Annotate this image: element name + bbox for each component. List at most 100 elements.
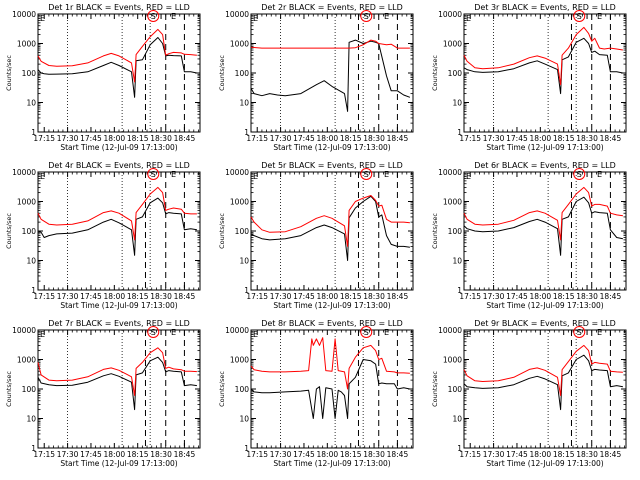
x-tick-label: 17:45 — [506, 450, 528, 459]
x-tick-label: 17:30 — [483, 134, 505, 143]
series-line-events — [37, 356, 197, 411]
x-tick-label: 18:00 — [317, 292, 339, 301]
x-tick-label: 17:15 — [246, 292, 268, 301]
panel-5: Det 5r BLACK = Events, RED = LLD 1 10 100 10… — [218, 161, 414, 310]
x-axis-label: Start Time (12-Jul-09 17:13:00) — [60, 301, 177, 310]
x-tick-label: 18:15 — [127, 134, 149, 143]
plot-frame — [463, 13, 627, 133]
corner-annotation: E — [253, 330, 258, 339]
x-tick-label: 17:15 — [459, 134, 481, 143]
panel-4: Det 4r BLACK = Events, RED = LLD 1 10 100 10… — [5, 161, 201, 310]
marker-label: S — [151, 12, 156, 21]
panel-8: Det 8r BLACK = Events, RED = LLD 1 10 100 10… — [218, 319, 414, 468]
x-tick-label: 18:15 — [553, 292, 575, 301]
x-tick-label: 17:30 — [270, 450, 292, 459]
y-tick-label: 10000 — [12, 326, 36, 335]
x-tick-label: 18:00 — [530, 292, 552, 301]
x-tick-label: 17:45 — [293, 134, 315, 143]
panel-title: Det 6r BLACK = Events, RED = LLD — [474, 161, 616, 170]
y-axis-label: Counts/sec — [218, 371, 226, 407]
x-tick-label: 17:45 — [80, 292, 102, 301]
series-line-events — [463, 196, 623, 256]
series-line-events — [250, 195, 410, 261]
x-tick-label: 18:00 — [104, 450, 126, 459]
y-tick-label: 10000 — [225, 326, 249, 335]
marker-label: S — [151, 328, 156, 337]
marker-label: S — [364, 12, 369, 21]
marker-circle — [360, 168, 373, 180]
corner-annotation: E — [466, 14, 471, 23]
x-tick-label: 18:15 — [553, 450, 575, 459]
panel-9: Det 9r BLACK = Events, RED = LLD 1 10 100 10… — [431, 319, 627, 468]
x-tick-label: 18:30 — [576, 450, 598, 459]
corner-annotation: E — [40, 14, 45, 23]
corner-annotation: E — [253, 172, 258, 181]
series-line-lld — [463, 344, 623, 396]
y-tick-label: 1 — [31, 128, 36, 137]
y-axis-label: Counts/sec — [5, 55, 13, 91]
marker-circle — [573, 168, 586, 180]
marker-circle — [360, 326, 373, 338]
y-tick-label: 100 — [235, 69, 250, 78]
panel-title: Det 8r BLACK = Events, RED = LLD — [261, 319, 403, 328]
panel-title: Det 3r BLACK = Events, RED = LLD — [474, 3, 616, 12]
panel-title: Det 9r BLACK = Events, RED = LLD — [474, 319, 616, 328]
marker-label: E — [384, 12, 389, 21]
marker-label: E — [597, 12, 602, 21]
x-tick-label: 17:45 — [293, 292, 315, 301]
x-tick-label: 18:30 — [576, 292, 598, 301]
x-tick-label: 18:00 — [530, 134, 552, 143]
panel-2: Det 2r BLACK = Events, RED = LLD 1 10 100 10… — [218, 3, 414, 152]
marker-label: S — [577, 12, 582, 21]
series-line-lld — [463, 26, 623, 86]
series-line-lld — [250, 39, 410, 49]
y-tick-label: 100 — [448, 227, 463, 236]
x-tick-label: 18:30 — [363, 292, 385, 301]
y-tick-label: 10 — [239, 415, 249, 424]
corner-annotation: E — [253, 14, 258, 23]
panel-title: Det 7r BLACK = Events, RED = LLD — [48, 319, 190, 328]
plot-frame — [250, 13, 414, 133]
x-tick-label: 17:15 — [33, 450, 55, 459]
panel-3: Det 3r BLACK = Events, RED = LLD 1 10 100 10… — [431, 3, 627, 152]
marker-circle — [147, 168, 160, 180]
x-tick-label: 18:45 — [174, 450, 196, 459]
panel-1: Det 1r BLACK = Events, RED = LLD 1 10 100 10… — [5, 3, 201, 152]
series-line-lld — [250, 337, 410, 390]
x-axis-label: Start Time (12-Jul-09 17:13:00) — [273, 143, 390, 152]
x-tick-label: 18:15 — [340, 450, 362, 459]
x-tick-label: 17:30 — [270, 134, 292, 143]
x-tick-label: 18:45 — [600, 450, 622, 459]
y-tick-label: 10000 — [12, 168, 36, 177]
y-tick-label: 100 — [22, 385, 37, 394]
x-tick-label: 18:30 — [576, 134, 598, 143]
y-tick-label: 10000 — [438, 326, 462, 335]
y-axis-label: Counts/sec — [218, 213, 226, 249]
y-tick-label: 1 — [244, 444, 249, 453]
marker-circle — [573, 10, 586, 22]
y-axis-label: Counts/sec — [431, 213, 439, 249]
x-tick-label: 17:45 — [80, 134, 102, 143]
y-tick-label: 100 — [235, 385, 250, 394]
plot-frame — [37, 13, 201, 133]
y-tick-label: 10 — [452, 99, 462, 108]
series-line-lld — [250, 195, 410, 247]
y-tick-label: 1000 — [230, 356, 249, 365]
x-tick-label: 18:45 — [600, 292, 622, 301]
x-tick-label: 18:45 — [387, 292, 409, 301]
y-tick-label: 1000 — [443, 198, 462, 207]
marker-circle — [573, 326, 586, 338]
marker-label: E — [384, 170, 389, 179]
x-tick-label: 17:15 — [246, 450, 268, 459]
marker-label: S — [577, 328, 582, 337]
x-tick-label: 17:15 — [459, 292, 481, 301]
x-tick-label: 17:30 — [483, 292, 505, 301]
x-tick-label: 18:15 — [553, 134, 575, 143]
x-tick-label: 18:00 — [317, 450, 339, 459]
y-tick-label: 10 — [26, 99, 36, 108]
series-line-lld — [37, 347, 197, 396]
y-axis-label: Counts/sec — [218, 55, 226, 91]
marker-label: S — [577, 170, 582, 179]
marker-label: E — [384, 328, 389, 337]
